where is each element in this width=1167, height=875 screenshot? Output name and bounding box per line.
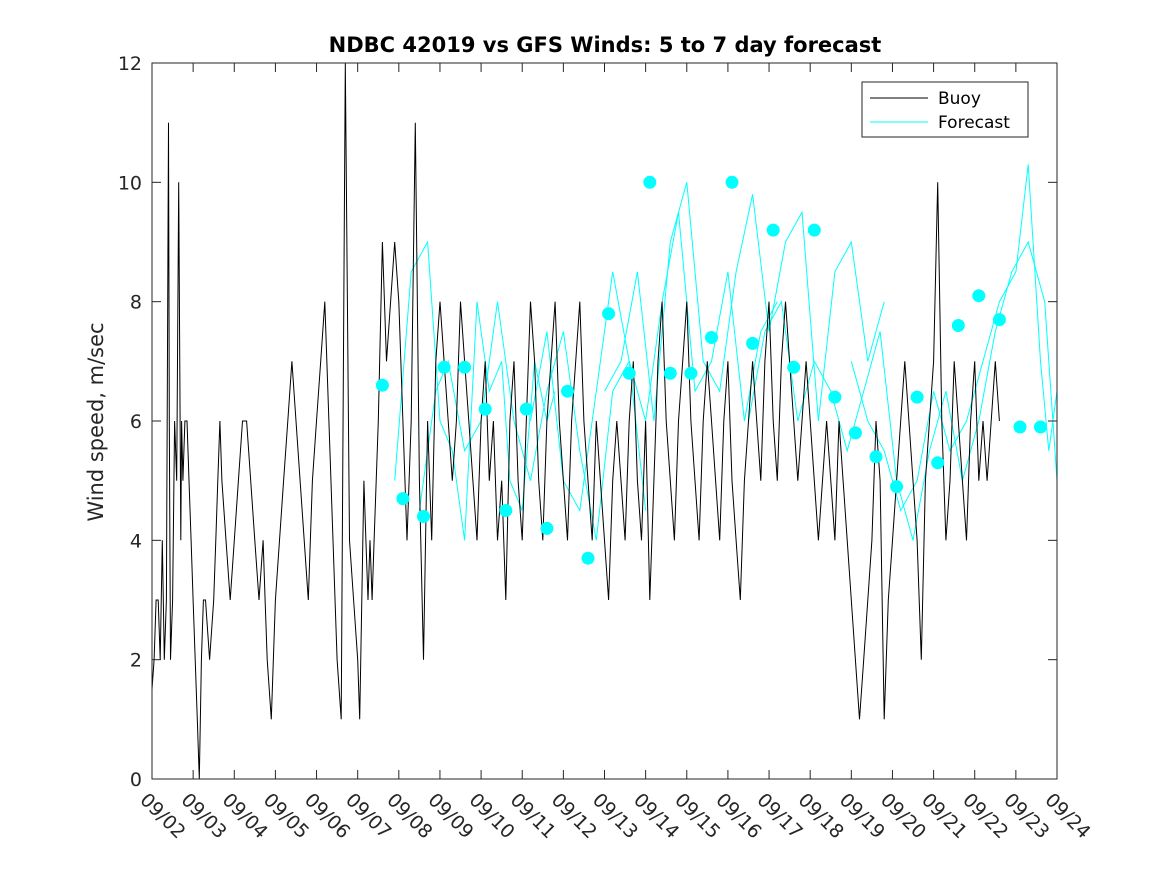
forecast-marker [951,319,965,332]
forecast-marker [396,492,410,506]
legend-buoy-label: Buoy [938,89,981,109]
legend: Buoy Forecast [861,81,1029,138]
forecast-marker [478,402,492,416]
forecast-marker [807,223,821,237]
forecast-marker [746,336,760,350]
forecast-marker [725,175,739,189]
forecast-marker [663,366,677,380]
y-tick-label: 6 [130,411,142,433]
forecast-marker [375,378,389,392]
forecast-line-4 [604,182,885,422]
y-tick-label: 4 [130,530,142,552]
forecast-marker [581,551,595,565]
forecast-marker [540,521,554,535]
forecast-marker [766,223,780,237]
forecast-marker [519,402,533,416]
forecast-marker [1013,420,1027,434]
forecast-line-6 [850,164,1057,512]
legend-box [861,81,1029,138]
forecast-markers-group [375,175,1047,565]
forecast-marker [602,307,616,321]
forecast-marker [622,366,636,380]
forecast-line-1 [394,240,556,541]
buoy-line-group [152,63,1000,779]
forecast-marker [787,360,801,374]
legend-forecast-label: Forecast [938,113,1010,133]
y-tick-label: 12 [118,53,142,75]
forecast-marker [972,289,986,303]
forecast-marker [1034,420,1047,434]
forecast-marker [890,480,904,494]
forecast-marker [705,331,718,344]
y-tick-label: 0 [130,769,142,791]
forecast-marker [643,175,657,189]
y-axis-ticks: 0 2 4 6 8 10 12 [118,53,1057,791]
forecast-marker [561,384,574,398]
forecast-marker [931,456,945,470]
forecast-marker [499,504,513,517]
forecast-line-3 [530,212,778,513]
forecast-marker [417,510,430,523]
forecast-marker [458,360,472,374]
forecast-marker [848,426,862,440]
forecast-line-2 [418,301,647,541]
forecast-marker [992,313,1006,327]
chart-title: NDBC 42019 vs GFS Winds: 5 to 7 day fore… [329,33,882,57]
y-tick-label: 2 [130,650,142,672]
y-axis-label: Wind speed, m/sec [84,322,108,521]
forecast-marker [684,366,698,380]
forecast-marker [437,360,451,374]
y-tick-label: 10 [118,172,142,194]
buoy-line [152,63,1000,779]
forecast-lines-group [394,164,1057,541]
forecast-marker [869,450,883,464]
forecast-marker [828,390,842,404]
y-tick-label: 8 [130,292,142,314]
forecast-marker [910,390,924,404]
forecast-line-5 [748,240,1057,541]
